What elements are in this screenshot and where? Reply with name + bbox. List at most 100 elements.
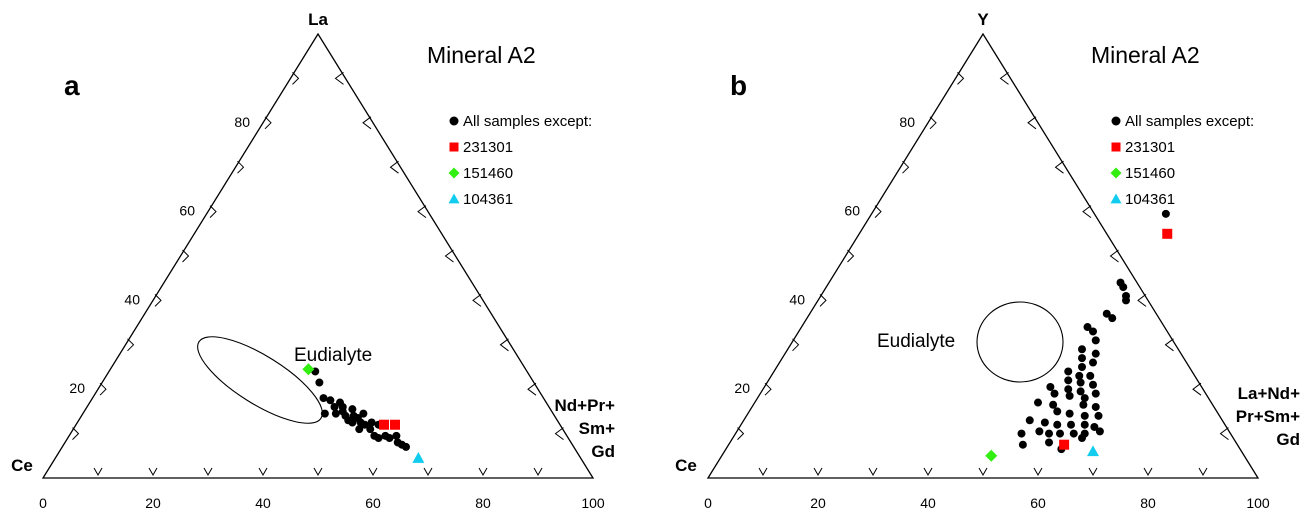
legend-label: All samples except:	[463, 113, 592, 130]
left-tick-mark	[292, 72, 300, 85]
data-point	[1080, 411, 1089, 420]
triangle-frame	[706, 32, 1260, 479]
left-tick-mark	[72, 427, 80, 440]
right-tick-mark	[1054, 160, 1064, 174]
legend-marker-square	[449, 142, 459, 152]
triangle-outline	[706, 32, 1260, 479]
data-point	[1045, 438, 1053, 447]
data-point	[1119, 283, 1128, 292]
data-point	[348, 418, 357, 427]
top-vertex-label: Y	[977, 10, 989, 29]
data-point	[319, 394, 328, 403]
bottom-tick-label: 60	[365, 495, 381, 511]
data-point	[359, 409, 368, 418]
legend-marker-square	[1111, 142, 1121, 152]
data-point	[1035, 427, 1044, 436]
data-point	[1059, 439, 1070, 450]
data-point	[1080, 420, 1089, 429]
data-point	[412, 452, 425, 463]
data-point	[1067, 420, 1075, 429]
left-tick-mark	[902, 160, 910, 174]
triangle-outline	[41, 32, 595, 479]
data-point	[1079, 400, 1088, 409]
eudialyte-field-outline	[197, 336, 323, 424]
data-point	[330, 402, 339, 411]
data-point	[331, 409, 340, 418]
bottom-tick-mark	[923, 467, 933, 477]
left-vertex-label: Ce	[675, 456, 697, 475]
data-point	[1122, 296, 1130, 305]
bottom-tick-label: 0	[704, 495, 712, 511]
left-tick-label: 60	[844, 203, 860, 219]
data-point	[315, 378, 324, 387]
data-point	[348, 405, 357, 414]
left-tick-label: 80	[899, 114, 915, 130]
data-point	[1090, 422, 1099, 431]
bottom-tick-mark	[1198, 467, 1208, 477]
right-tick-mark	[1164, 338, 1174, 352]
axis-ticks: 0 20 40 60 80 100 20 40 60 80	[704, 72, 1270, 511]
right-tick-mark	[444, 249, 454, 263]
left-tick-mark	[929, 116, 937, 130]
bottom-tick-label: 20	[145, 495, 161, 511]
bottom-tick-label: 80	[1140, 495, 1156, 511]
data-point	[1049, 400, 1058, 409]
data-point	[1094, 411, 1103, 420]
data-point	[367, 418, 376, 427]
data-point	[1075, 371, 1084, 380]
bottom-tick-label: 40	[920, 495, 936, 511]
bottom-tick-label: 100	[1246, 495, 1270, 511]
data-point	[1018, 440, 1027, 449]
data-point	[1065, 391, 1074, 400]
left-tick-label: 60	[179, 203, 195, 219]
data-point	[1053, 420, 1062, 429]
data-point	[1064, 385, 1073, 394]
right-tick-mark	[417, 205, 427, 218]
bottom-tick-mark	[313, 467, 323, 477]
right-tick-mark	[1082, 205, 1092, 218]
legend-marker-circle	[1111, 116, 1121, 126]
bottom-tick-mark	[203, 467, 213, 477]
left-tick-mark	[847, 249, 855, 263]
left-tick-mark	[764, 382, 772, 396]
legend-marker-circle	[449, 116, 459, 126]
left-tick-mark	[957, 72, 965, 85]
bottom-tick-mark	[1143, 467, 1153, 477]
data-point	[1064, 367, 1073, 376]
right-tick-mark	[334, 72, 344, 85]
data-point	[1017, 429, 1026, 438]
data-point	[1078, 434, 1086, 443]
data-point	[1161, 209, 1170, 218]
right-tick-mark	[1137, 294, 1147, 307]
bottom-tick-label: 0	[39, 495, 47, 511]
data-points	[985, 209, 1173, 462]
right-tick-mark	[389, 160, 399, 174]
legend-label: 151460	[463, 165, 513, 182]
bottom-tick-mark	[368, 467, 378, 477]
right-tick-mark	[1192, 382, 1202, 396]
legend-marker-diamond	[1110, 167, 1122, 179]
data-point	[385, 434, 394, 443]
left-tick-mark	[154, 294, 162, 307]
data-point	[1091, 349, 1100, 358]
bottom-tick-mark	[813, 467, 823, 477]
data-point	[392, 431, 401, 440]
left-tick-mark	[737, 427, 745, 440]
data-point	[1078, 363, 1086, 371]
data-point	[1089, 327, 1097, 336]
eudialyte-label: Eudialyte	[877, 331, 955, 352]
data-point	[1091, 402, 1100, 411]
legend-label: 231301	[463, 139, 513, 156]
left-vertex-label: Ce	[11, 456, 33, 475]
data-point	[1056, 429, 1064, 438]
data-point	[366, 425, 375, 434]
right-tick-mark	[1027, 116, 1037, 130]
data-point	[985, 449, 998, 462]
data-point	[355, 425, 364, 434]
bottom-tick-mark	[258, 467, 268, 477]
legend: All samples except: 231301 151460 104361	[448, 113, 592, 208]
data-point	[1025, 416, 1034, 425]
data-point	[1040, 418, 1049, 427]
ternary-panel-a: a Mineral A2 La Ce Nd+Pr+ Sm+ Gd Eudialyte…	[11, 10, 615, 511]
legend-label: All samples except:	[1125, 113, 1254, 130]
